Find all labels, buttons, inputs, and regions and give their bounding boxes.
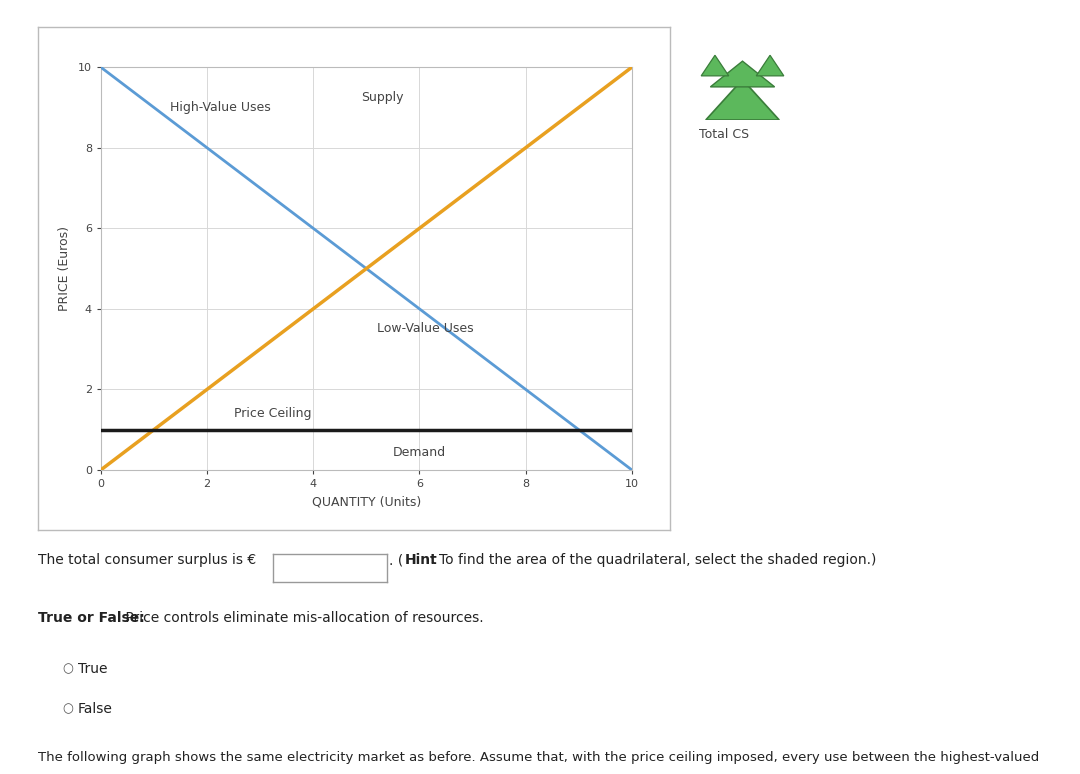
- Polygon shape: [711, 61, 774, 87]
- Text: High-Value Uses: High-Value Uses: [170, 101, 271, 114]
- Text: Price Ceiling: Price Ceiling: [233, 407, 311, 420]
- Text: Price controls eliminate mis-allocation of resources.: Price controls eliminate mis-allocation …: [121, 611, 484, 625]
- Text: Total CS: Total CS: [699, 128, 748, 141]
- Text: True or False:: True or False:: [38, 611, 145, 625]
- Text: . (: . (: [389, 553, 403, 567]
- Text: Demand: Demand: [393, 447, 446, 460]
- Text: The following graph shows the same electricity market as before. Assume that, wi: The following graph shows the same elect…: [38, 751, 1039, 764]
- Polygon shape: [701, 55, 729, 76]
- Text: ○: ○: [63, 702, 73, 715]
- Text: Supply: Supply: [361, 91, 404, 104]
- Text: Low-Value Uses: Low-Value Uses: [377, 323, 473, 335]
- Polygon shape: [706, 80, 780, 120]
- Text: True: True: [78, 662, 107, 676]
- Text: The total consumer surplus is €: The total consumer surplus is €: [38, 553, 256, 567]
- Text: False: False: [78, 702, 112, 716]
- X-axis label: QUANTITY (Units): QUANTITY (Units): [312, 496, 421, 509]
- Text: : To find the area of the quadrilateral, select the shaded region.): : To find the area of the quadrilateral,…: [430, 553, 876, 567]
- Polygon shape: [756, 55, 784, 76]
- Text: ○: ○: [63, 662, 73, 675]
- Y-axis label: PRICE (Euros): PRICE (Euros): [58, 226, 71, 311]
- Text: Hint: Hint: [405, 553, 437, 567]
